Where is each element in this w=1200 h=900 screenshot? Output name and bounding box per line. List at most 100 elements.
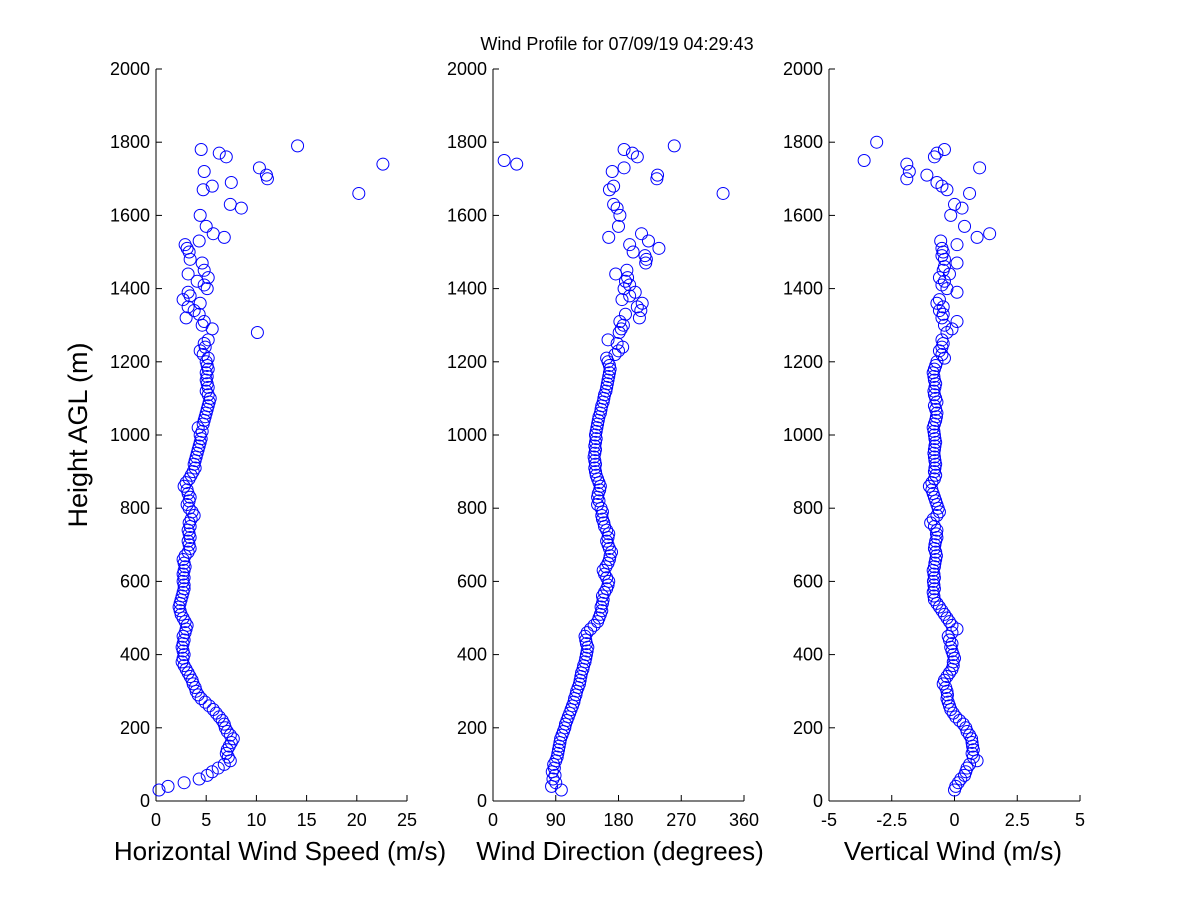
data-point	[193, 208, 207, 222]
data-point	[626, 245, 640, 259]
data-point	[937, 318, 951, 332]
data-point	[291, 139, 305, 153]
x-tick-label: 360	[729, 810, 759, 830]
y-tick-label: 1400	[783, 279, 823, 299]
data-point	[605, 164, 619, 178]
data-point	[602, 527, 616, 541]
data-point	[927, 465, 941, 479]
data-point	[610, 201, 624, 215]
data-point	[935, 333, 949, 347]
y-tick-label: 1600	[783, 205, 823, 225]
vertical-wind-panel: 0 200 400 600 800 1000 1200 1400 1600 1800 2000 -5 -…	[783, 59, 1085, 866]
data-point	[222, 739, 236, 753]
data-point	[934, 234, 948, 248]
data-point	[635, 227, 649, 241]
data-point	[259, 168, 273, 182]
y-tick-label: 1800	[783, 132, 823, 152]
data-point	[950, 256, 964, 270]
data-point	[223, 728, 237, 742]
y-tick-label: 200	[120, 718, 150, 738]
data-point	[930, 175, 944, 189]
data-point	[198, 695, 212, 709]
data-point	[376, 157, 390, 171]
y-tick-label: 1000	[783, 425, 823, 445]
x-tick-label: 10	[246, 810, 266, 830]
data-point	[618, 274, 632, 288]
data-point	[927, 399, 941, 413]
y-tick-label: 2000	[110, 59, 150, 79]
data-point	[602, 183, 616, 197]
data-point	[927, 582, 941, 596]
data-point	[973, 161, 987, 175]
data-point	[199, 219, 213, 233]
data-point	[201, 271, 215, 285]
data-point	[960, 761, 974, 775]
data-point	[180, 241, 194, 255]
data-point	[191, 688, 205, 702]
data-point	[197, 315, 211, 329]
data-point	[857, 154, 871, 167]
data-point	[602, 574, 616, 588]
data-point	[546, 772, 560, 786]
data-point	[930, 146, 944, 160]
data-point	[580, 626, 594, 640]
data-point	[182, 472, 196, 486]
data-point	[949, 779, 963, 793]
data-point	[177, 582, 191, 596]
data-point	[929, 527, 943, 541]
data-point	[193, 296, 207, 310]
data-point	[252, 161, 266, 175]
y-tick-label: 1000	[447, 425, 487, 445]
y-tick-label: 1800	[110, 132, 150, 152]
y-tick-label: 0	[477, 791, 487, 811]
data-point	[935, 604, 949, 618]
data-point	[176, 552, 190, 566]
data-point	[177, 479, 191, 493]
data-point	[201, 388, 215, 402]
data-point	[870, 135, 884, 149]
data-point	[183, 670, 197, 684]
data-point	[940, 688, 954, 702]
data-point	[927, 450, 941, 464]
data-point	[950, 315, 964, 329]
data-point	[548, 768, 562, 782]
height-axis-label: Height AGL (m)	[63, 342, 93, 527]
data-point	[616, 318, 630, 332]
data-point	[927, 443, 941, 457]
data-point	[185, 673, 199, 687]
data-point	[932, 304, 946, 318]
data-point	[186, 465, 200, 479]
data-point	[927, 428, 941, 442]
data-point	[596, 563, 610, 577]
data-point	[601, 333, 615, 347]
data-point	[930, 296, 944, 310]
data-point	[963, 728, 977, 742]
data-point	[223, 197, 237, 211]
data-point	[939, 681, 953, 695]
data-point	[940, 670, 954, 684]
data-point	[935, 278, 949, 292]
data-point	[192, 234, 206, 248]
y-tick-label: 1200	[447, 352, 487, 372]
data-point	[205, 322, 219, 336]
data-point	[927, 593, 941, 607]
data-point	[632, 311, 646, 325]
data-point	[181, 285, 195, 299]
x-tick-label: 0	[488, 810, 498, 830]
x-tick-label: 2.5	[1005, 810, 1030, 830]
data-point	[217, 717, 231, 731]
data-point	[179, 476, 193, 490]
data-point	[176, 293, 190, 307]
data-point	[937, 607, 951, 621]
data-point	[587, 618, 601, 632]
data-point	[250, 326, 264, 340]
data-point	[212, 146, 226, 160]
data-point	[352, 186, 366, 200]
data-point	[617, 143, 631, 157]
data-point	[716, 186, 730, 200]
data-point	[900, 172, 914, 186]
data-point	[936, 307, 950, 321]
data-point	[182, 501, 196, 515]
data-point	[600, 351, 614, 365]
